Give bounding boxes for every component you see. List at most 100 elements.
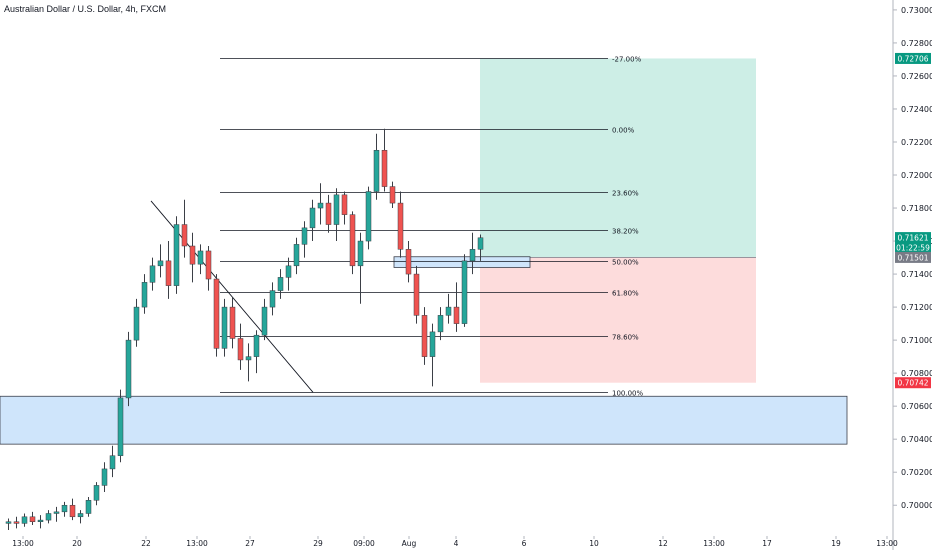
candle	[13, 516, 20, 529]
candle	[349, 211, 356, 275]
price-tick-label: 0.70800	[901, 369, 932, 378]
candle-body	[109, 455, 116, 470]
price-tick-label: 0.70600	[901, 402, 932, 411]
candle-body	[189, 245, 196, 265]
candle	[413, 265, 420, 324]
candle	[469, 232, 476, 275]
candle-body	[277, 277, 284, 291]
candle	[181, 199, 188, 258]
candle-body	[229, 306, 236, 339]
candle-body	[29, 516, 36, 522]
candle-body	[197, 250, 204, 265]
candle	[325, 194, 332, 233]
time-tick-label: 13:00	[186, 539, 208, 548]
candle	[365, 186, 372, 250]
candle	[285, 257, 292, 291]
candle	[189, 232, 196, 283]
time-tick-label: 13:00	[876, 539, 898, 548]
demand-zone	[0, 395, 848, 445]
candle	[93, 482, 100, 506]
time-tick-label: Aug	[402, 539, 417, 548]
candle	[405, 241, 412, 283]
candle	[277, 269, 284, 299]
candle	[309, 199, 316, 242]
candle	[149, 257, 156, 291]
candle-body	[325, 202, 332, 225]
candle-body	[85, 500, 92, 514]
fib-level-label: 50.00%	[612, 259, 639, 267]
price-tick-label: 0.72400	[901, 105, 932, 114]
candle-body	[53, 511, 60, 514]
candle-body	[461, 260, 468, 324]
candle	[133, 298, 140, 347]
candle-body	[253, 334, 260, 357]
price-tick-label: 0.71200	[901, 303, 932, 312]
time-tick-label: 13:00	[12, 539, 34, 548]
time-tick-label: 09:00	[353, 539, 375, 548]
candle	[125, 331, 132, 407]
target-price-badge: 0.72706	[895, 52, 931, 64]
price-axis: 0.73000 0.72800 0.72600 0.72400 0.72200 0.720…	[893, 6, 932, 510]
candle-body	[261, 306, 268, 336]
candle	[213, 274, 220, 357]
candle	[333, 188, 340, 242]
candle-body	[269, 290, 276, 308]
candle-body	[13, 521, 20, 524]
candle-body	[213, 278, 220, 349]
stop-price-badge-label: 0.70742	[897, 379, 928, 388]
bar-countdown-badge-bg	[895, 242, 931, 254]
candle	[397, 191, 404, 258]
bar-countdown-badge-label: 01:22:59	[896, 244, 930, 253]
entry-price-badge-label: 0.71501	[897, 253, 928, 262]
candle-body	[21, 516, 28, 524]
candle	[389, 181, 396, 209]
candle	[445, 293, 452, 324]
candle-body	[93, 485, 100, 501]
price-tick-label: 0.71800	[901, 204, 932, 213]
fib-level-label: 23.60%	[612, 190, 639, 198]
candle	[245, 343, 252, 382]
candle	[77, 510, 84, 524]
candle	[317, 183, 324, 225]
candle-body	[413, 273, 420, 316]
candle-body	[245, 356, 252, 361]
candle	[173, 216, 180, 294]
target-price-badge-label: 0.72706	[897, 54, 928, 63]
candle	[477, 234, 484, 261]
time-tick-label: 6	[522, 539, 527, 548]
candle-body	[141, 282, 148, 308]
candle	[5, 518, 12, 530]
candle-body	[333, 194, 340, 225]
candle-body	[101, 468, 108, 486]
price-tick-label: 0.70400	[901, 435, 932, 444]
candle-body	[421, 315, 428, 357]
candle	[429, 323, 436, 387]
candle-body	[125, 339, 132, 399]
price-tick-label: 0.73000	[901, 6, 932, 15]
candle-body	[181, 224, 188, 247]
candle-body	[381, 149, 388, 187]
candle	[53, 506, 60, 522]
last-price-badge: 0.71621	[895, 232, 931, 244]
last-price-badge-bg	[895, 232, 931, 244]
candle-body	[397, 202, 404, 250]
time-tick-label: 22	[141, 539, 151, 548]
candle	[157, 244, 164, 278]
candle-body	[317, 202, 324, 209]
candle-body	[405, 249, 412, 275]
candle-body	[173, 224, 180, 286]
time-tick-label: 12	[658, 539, 668, 548]
candle-body	[165, 260, 172, 286]
candle	[85, 496, 92, 517]
time-tick-label: 4	[454, 539, 459, 548]
time-tick-label: 17	[762, 539, 772, 548]
candle-body	[445, 306, 452, 316]
profit-zone	[480, 58, 756, 258]
candle-body	[45, 513, 52, 521]
candle	[437, 307, 444, 341]
candle	[253, 330, 260, 374]
price-tick-label: 0.72600	[901, 72, 932, 81]
candle-body	[285, 265, 292, 278]
